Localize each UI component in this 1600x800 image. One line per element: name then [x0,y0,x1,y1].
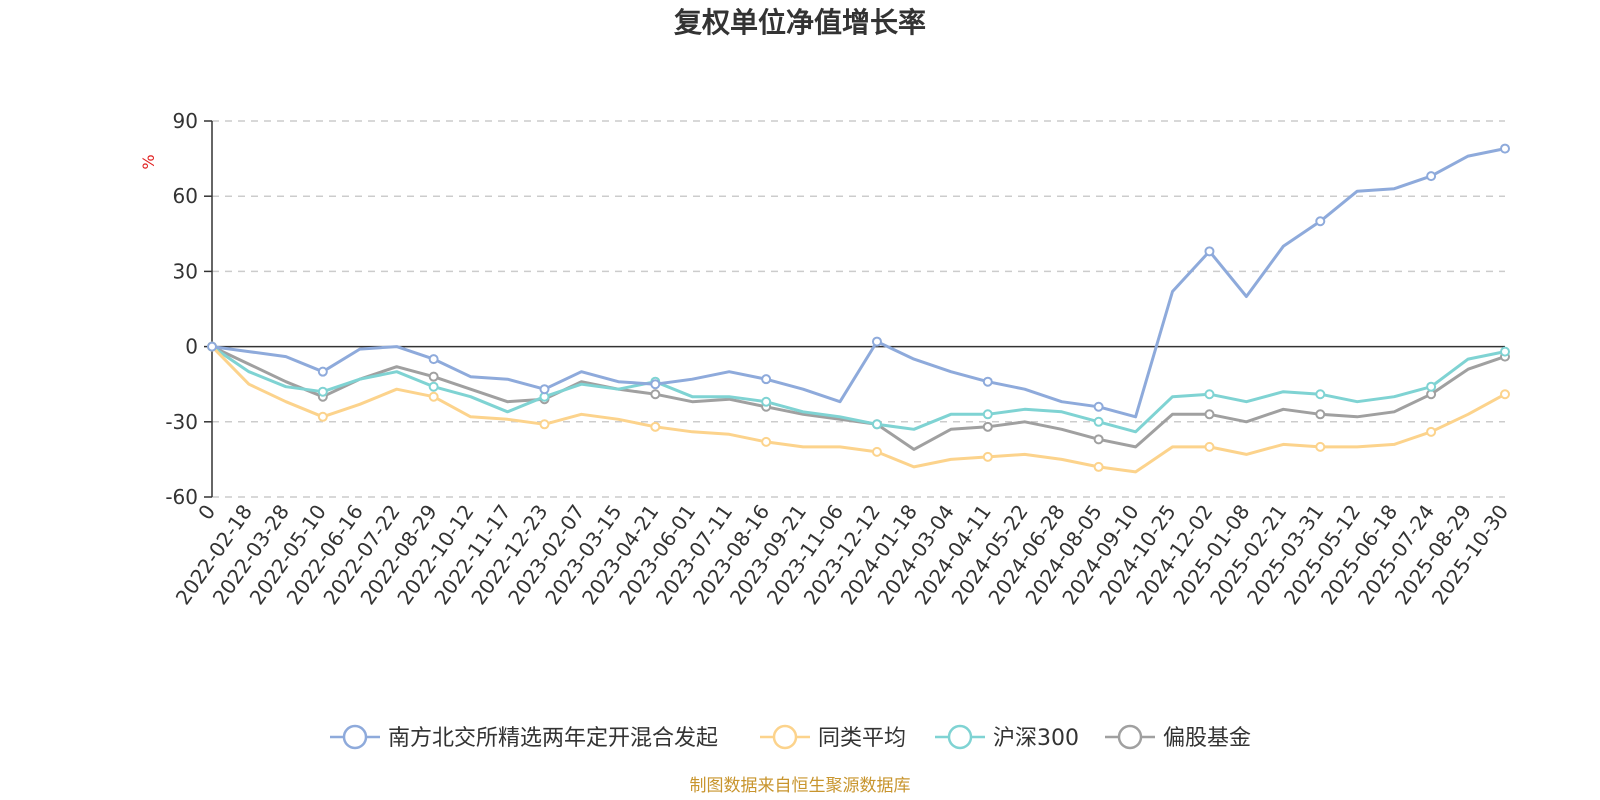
series-point [982,421,993,432]
series-point [1093,401,1104,412]
series-point [428,354,439,365]
series-point [761,436,772,447]
legend-item[interactable]: 南方北交所精选两年定开混合发起 [330,724,718,751]
series-point [1204,389,1215,400]
series-point [1426,171,1437,182]
series-point [1426,381,1437,392]
series-point [317,366,328,377]
legend[interactable]: 南方北交所精选两年定开混合发起 同类平均 沪深300 偏股基金 [330,724,1251,751]
legend-label: 沪深300 [993,726,1079,751]
series-line [211,147,1506,419]
y-tick-label: 30 [173,259,198,283]
series-point [428,381,439,392]
series-point [1500,143,1510,154]
source-note: 制图数据来自恒生聚源数据库 [690,776,911,796]
legend-marker-icon [772,724,798,750]
series-line [211,345,1506,434]
legend-marker-icon [1117,724,1143,750]
series-point [761,396,772,407]
legend-marker-icon [342,724,368,750]
series-point [1204,409,1215,420]
series-point [871,419,882,430]
series-point [1315,441,1326,452]
series-point [539,419,550,430]
series-point [761,374,772,385]
series-point [1500,389,1510,400]
series-point [1093,461,1104,472]
axis-layer: 9060300-30-6002022-02-182022-03-282022-0… [165,109,1513,609]
legend-item[interactable]: 沪深300 [935,724,1079,751]
y-tick-label: -30 [165,410,198,434]
series-point [317,386,328,397]
legend-marker-icon [947,724,973,750]
series-line [210,345,1506,474]
series-point [1315,216,1326,227]
series-point [428,391,439,402]
series-point [1093,434,1104,445]
series-point [317,411,328,422]
legend-label: 南方北交所精选两年定开混合发起 [388,726,718,751]
series-point [871,446,882,457]
series-layer [207,143,1510,474]
series-point [650,389,661,400]
y-axis-unit: % [139,154,158,169]
grid-layer [212,120,1505,498]
legend-label: 偏股基金 [1163,726,1251,751]
series-point [1315,409,1326,420]
series-point [1500,346,1510,357]
legend-item[interactable]: 同类平均 [760,724,906,751]
legend-label: 同类平均 [818,726,906,751]
legend-item[interactable]: 偏股基金 [1105,724,1251,751]
series-point [428,371,439,382]
chart-title: 复权单位净值增长率 [674,6,926,39]
y-tick-label: 0 [185,335,198,359]
series-point [1315,389,1326,400]
series-point [871,336,882,347]
y-tick-label: 90 [173,109,198,133]
series-point [982,376,993,387]
y-tick-label: -60 [165,485,198,509]
series-point [539,384,550,395]
series-point [982,451,993,462]
series-point [1204,246,1215,257]
x-tick-label: 0 [193,500,220,524]
series-point [1093,416,1104,427]
y-tick-label: 60 [173,184,198,208]
series-point [650,421,661,432]
series-point [1426,426,1437,437]
series-point [650,379,661,390]
series-point [1204,441,1215,452]
series-point [982,409,993,420]
series-point [207,341,217,352]
series-line [211,345,1506,451]
